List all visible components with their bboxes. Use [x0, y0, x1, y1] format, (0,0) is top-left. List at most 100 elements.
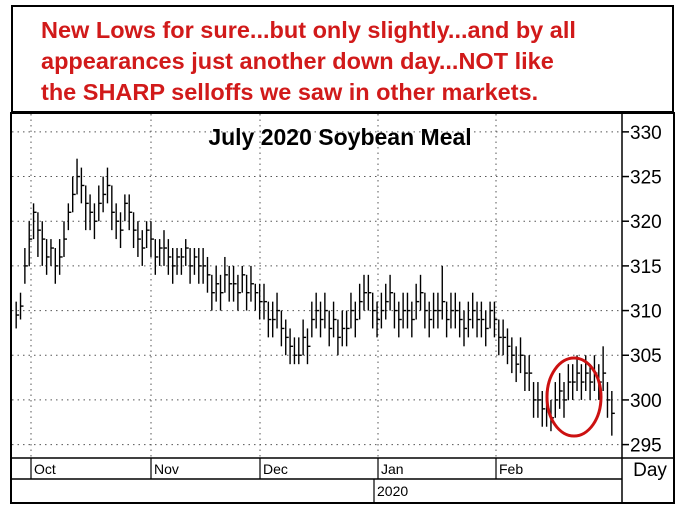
ohlc-bar: [441, 265, 446, 320]
ohlc-bar: [485, 310, 489, 347]
ohlc-bar: [528, 355, 533, 391]
ohlc-bar: [71, 176, 76, 213]
ohlc-bar: [50, 239, 54, 266]
ohlc-bar: [454, 292, 459, 329]
ohlc-bar: [519, 337, 524, 374]
y-tick-label: 295: [630, 436, 662, 457]
ohlc-bar: [511, 337, 515, 374]
ohlc-bar: [515, 346, 520, 383]
ohlc-bar: [385, 283, 389, 320]
ohlc-bar: [437, 292, 441, 329]
ohlc-bar: [102, 176, 107, 213]
ohlc-bar: [341, 310, 346, 347]
y-tick-label: 315: [630, 257, 662, 278]
ohlc-bar: [393, 292, 398, 329]
chart-title: July 2020 Soybean Meal: [208, 124, 471, 150]
ohlc-bar: [80, 167, 85, 204]
ohlc-bar: [63, 221, 67, 257]
ohlc-bar: [602, 346, 607, 391]
ohlc-bar: [280, 310, 285, 347]
ohlc-bar: [106, 167, 111, 204]
ohlc-bar: [458, 301, 463, 338]
ohlc-bar: [345, 310, 350, 347]
ohlc-bar: [58, 239, 63, 275]
ohlc-bar: [145, 221, 150, 249]
x-year-label: 2020: [377, 483, 408, 499]
y-tick-label: 320: [630, 212, 662, 233]
ohlc-bar: [37, 212, 41, 257]
annotation-box: New Lows for sure...but only slightly...…: [11, 5, 674, 113]
ohlc-bar: [424, 292, 428, 329]
ohlc-bar: [119, 212, 124, 249]
y-tick-label: 305: [630, 346, 662, 367]
highlight-ellipse: [545, 356, 603, 438]
ohlc-bar: [350, 292, 354, 329]
ohlc-bar: [571, 364, 576, 400]
x-month-label: Oct: [34, 461, 56, 477]
ohlc-bar: [315, 292, 320, 329]
ohlc-bar: [580, 364, 585, 400]
ohlc-bar: [428, 301, 433, 338]
ohlc-bar: [45, 239, 50, 275]
ohlc-bar: [141, 230, 146, 266]
ohlc-bar: [371, 292, 376, 329]
ohlc-bar: [306, 328, 311, 365]
ohlc-bar: [15, 301, 20, 329]
ohlc-bar: [298, 337, 302, 365]
x-period-label: Day: [633, 460, 667, 481]
ohlc-bar: [537, 382, 541, 418]
ohlc-bar: [85, 185, 89, 231]
ohlc-bar: [132, 212, 137, 249]
ohlc-bar: [137, 221, 141, 257]
ohlc-bar: [263, 283, 267, 320]
ohlc-bar: [311, 301, 315, 338]
ohlc-bar: [258, 283, 263, 320]
x-axis-labels: Oct Nov Dec Jan Feb 2020: [30, 458, 523, 503]
ohlc-bar: [154, 239, 159, 275]
ohlc-bar: [389, 274, 394, 311]
ohlc-bar: [319, 301, 324, 338]
ohlc-bar: [576, 355, 581, 391]
ohlc-bar: [328, 310, 333, 347]
ohlc-bar: [250, 265, 254, 302]
ohlc-bar: [245, 274, 250, 311]
ohlc-bar: [176, 248, 181, 275]
ohlc-bar: [402, 292, 407, 329]
ohlc-bar: [532, 382, 537, 418]
y-tick-label: 325: [630, 168, 662, 189]
ohlc-bar: [432, 292, 437, 329]
ohlc-bar: [398, 301, 402, 338]
ohlc-bar: [215, 265, 220, 302]
ohlc-bar: [206, 256, 211, 293]
ohlc-bar: [450, 292, 454, 329]
ohlc-bar: [415, 283, 420, 320]
ohlc-bar: [32, 203, 37, 240]
ohlc-bar: [163, 230, 167, 266]
ohlc-bar: [93, 203, 98, 240]
ohlc-bar: [419, 274, 424, 311]
y-tick-label: 310: [630, 302, 662, 323]
ohlc-bar: [19, 292, 24, 320]
plot-area: [12, 114, 622, 458]
ohlc-bar: [167, 239, 172, 275]
ohlc-bar: [228, 265, 233, 302]
ohlc-bar: [354, 301, 359, 338]
ohlc-bar: [541, 390, 546, 427]
ohlc-bar: [506, 328, 511, 365]
y-tick-label: 300: [630, 391, 662, 412]
ohlc-bar: [76, 158, 81, 195]
ohlc-bar: [480, 301, 485, 338]
annotation-text: New Lows for sure...but only slightly...…: [41, 17, 576, 105]
ohlc-bar: [232, 265, 237, 302]
ohlc-bar: [445, 301, 450, 338]
ohlc-bar: [502, 319, 507, 356]
ohlc-bar: [237, 274, 241, 311]
ohlc-bar: [380, 292, 385, 329]
y-axis-ticks: 330 325 320 315 310 305 300 295: [622, 123, 662, 457]
ohlc-bar: [471, 292, 476, 329]
ohlc-bar: [332, 301, 337, 338]
ohlc-bar: [489, 301, 494, 329]
ohlc-bar: [554, 382, 559, 418]
ohlc-bar: [271, 301, 276, 338]
